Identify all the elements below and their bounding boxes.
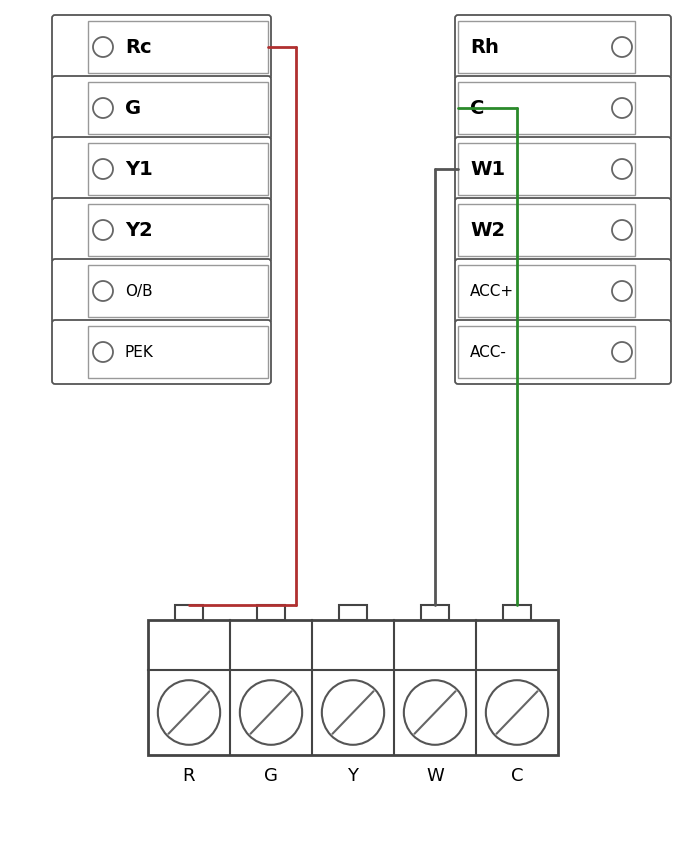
Circle shape <box>612 159 632 179</box>
Text: C: C <box>470 99 484 117</box>
Text: Y2: Y2 <box>125 220 153 239</box>
Text: G: G <box>125 99 141 117</box>
Circle shape <box>612 342 632 362</box>
Circle shape <box>612 220 632 240</box>
Bar <box>148 620 558 755</box>
Circle shape <box>93 159 113 179</box>
FancyBboxPatch shape <box>52 15 271 79</box>
Circle shape <box>93 220 113 240</box>
Text: W2: W2 <box>470 220 505 239</box>
Bar <box>175 605 203 620</box>
Bar <box>503 605 531 620</box>
Text: C: C <box>511 767 524 785</box>
Circle shape <box>93 98 113 118</box>
FancyBboxPatch shape <box>52 320 271 384</box>
Circle shape <box>612 37 632 57</box>
Ellipse shape <box>404 680 466 745</box>
Bar <box>458 82 635 134</box>
Ellipse shape <box>240 680 302 745</box>
Text: Rh: Rh <box>470 38 499 57</box>
Circle shape <box>93 281 113 301</box>
Text: ACC+: ACC+ <box>470 284 514 298</box>
FancyBboxPatch shape <box>455 15 671 79</box>
Bar <box>88 204 268 256</box>
FancyBboxPatch shape <box>52 137 271 201</box>
Bar <box>458 21 635 73</box>
Circle shape <box>93 37 113 57</box>
Ellipse shape <box>158 680 220 745</box>
Bar <box>88 265 268 317</box>
FancyBboxPatch shape <box>455 320 671 384</box>
Bar <box>257 605 285 620</box>
Bar <box>458 143 635 195</box>
Ellipse shape <box>322 680 384 745</box>
FancyBboxPatch shape <box>455 259 671 323</box>
FancyBboxPatch shape <box>52 198 271 262</box>
Ellipse shape <box>486 680 548 745</box>
Text: Rc: Rc <box>125 38 152 57</box>
Text: Y: Y <box>347 767 359 785</box>
Text: PEK: PEK <box>125 345 154 359</box>
Text: O/B: O/B <box>125 284 152 298</box>
Bar <box>458 265 635 317</box>
Text: W1: W1 <box>470 159 505 178</box>
Text: ACC-: ACC- <box>470 345 507 359</box>
Bar <box>421 605 449 620</box>
Text: W: W <box>426 767 444 785</box>
Circle shape <box>93 342 113 362</box>
FancyBboxPatch shape <box>52 76 271 140</box>
Text: Y1: Y1 <box>125 159 153 178</box>
Bar <box>338 605 368 620</box>
FancyBboxPatch shape <box>455 198 671 262</box>
Bar <box>88 82 268 134</box>
Text: G: G <box>264 767 278 785</box>
FancyBboxPatch shape <box>455 76 671 140</box>
Bar <box>88 326 268 378</box>
FancyBboxPatch shape <box>455 137 671 201</box>
Bar <box>88 21 268 73</box>
Text: R: R <box>182 767 195 785</box>
Circle shape <box>612 281 632 301</box>
FancyBboxPatch shape <box>52 259 271 323</box>
Circle shape <box>612 98 632 118</box>
Bar <box>88 143 268 195</box>
Bar <box>458 326 635 378</box>
Bar <box>458 204 635 256</box>
